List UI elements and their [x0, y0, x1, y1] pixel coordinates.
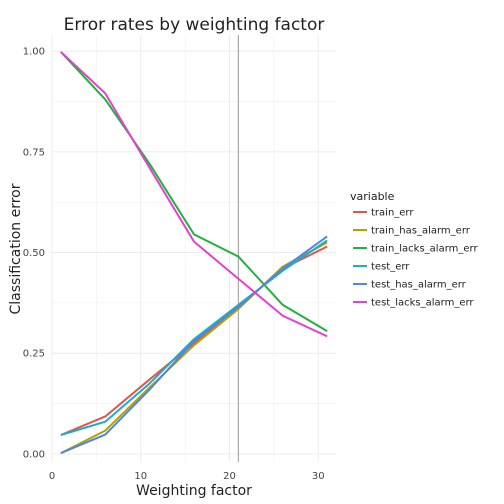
- legend-title: variable: [350, 190, 395, 203]
- y-tick-label: 0.75: [23, 147, 45, 158]
- chart-title: Error rates by weighting factor: [64, 15, 325, 35]
- x-tick-label: 0: [49, 471, 55, 482]
- series-lines: [60, 51, 328, 455]
- series-line-test_lacks_alarm_err: [60, 51, 328, 338]
- x-tick-label: 20: [223, 471, 236, 482]
- y-tick-label: 0.00: [23, 449, 45, 460]
- legend: variable train_err train_has_alarm_errtra…: [350, 190, 478, 309]
- grid: [51, 35, 336, 462]
- x-tick-label: 30: [312, 471, 325, 482]
- legend-label-test_has_alarm_err: test_has_alarm_err: [371, 280, 467, 291]
- series-line-test_has_alarm_err: [60, 235, 328, 455]
- y-axis-title: Classification error: [8, 183, 24, 314]
- x-axis-title: Weighting factor: [136, 483, 252, 499]
- x-tick-label: 10: [134, 471, 147, 482]
- legend-label-train_lacks_alarm_err: train_lacks_alarm_err: [371, 244, 478, 255]
- x-tick-labels: 0 10 20 30: [49, 471, 325, 482]
- y-tick-labels: 0.00 0.25 0.50 0.75 1.00: [23, 47, 45, 461]
- legend-label-test_lacks_alarm_err: test_lacks_alarm_err: [371, 298, 474, 309]
- legend-label-test_err: test_err: [371, 262, 410, 273]
- series-line-train_lacks_alarm_err: [60, 51, 328, 332]
- legend-label-train_has_alarm_err: train_has_alarm_err: [371, 226, 471, 237]
- y-tick-label: 1.00: [23, 47, 45, 58]
- series-line-test_err: [60, 239, 328, 436]
- y-tick-label: 0.50: [23, 248, 45, 259]
- legend-label-train_err: train_err: [371, 208, 414, 219]
- series-line-train_has_alarm_err: [60, 241, 328, 455]
- y-tick-label: 0.25: [23, 349, 45, 360]
